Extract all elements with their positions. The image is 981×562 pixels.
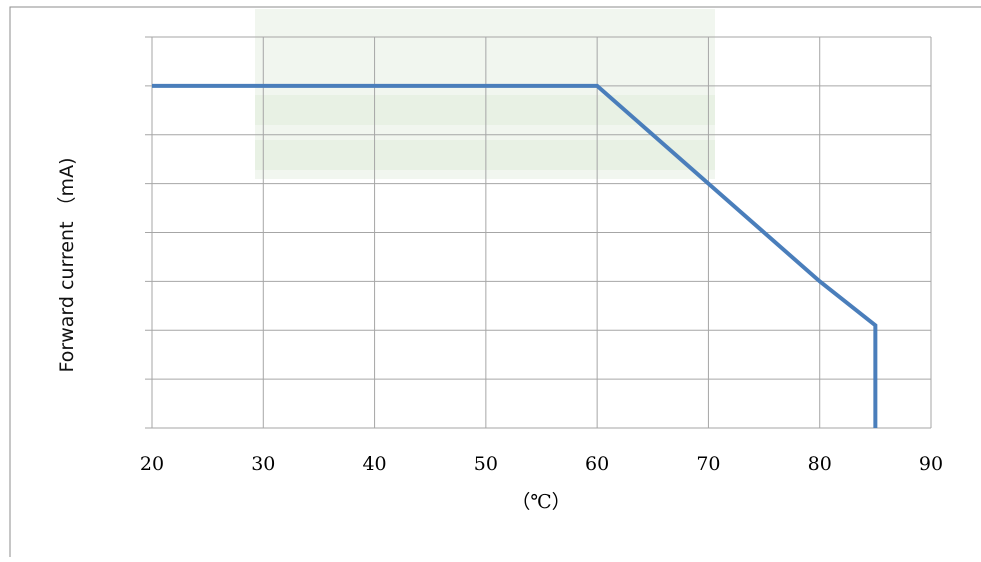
x-tick-label: 20	[140, 453, 164, 475]
x-tick-label: 30	[251, 453, 275, 475]
x-tick-label: 50	[474, 453, 498, 475]
x-tick-label: 40	[362, 453, 386, 475]
x-tick-labels: 20 30 40 50 60 70 80 90	[140, 453, 943, 475]
x-tick-label: 90	[919, 453, 943, 475]
x-tick-label: 60	[585, 453, 609, 475]
x-axis-label: （℃）	[511, 491, 570, 513]
x-tick-label: 70	[696, 453, 720, 475]
watermark	[255, 9, 715, 179]
x-tick-label: 80	[808, 453, 832, 475]
y-axis-label: Forward current （mA)	[56, 158, 78, 373]
